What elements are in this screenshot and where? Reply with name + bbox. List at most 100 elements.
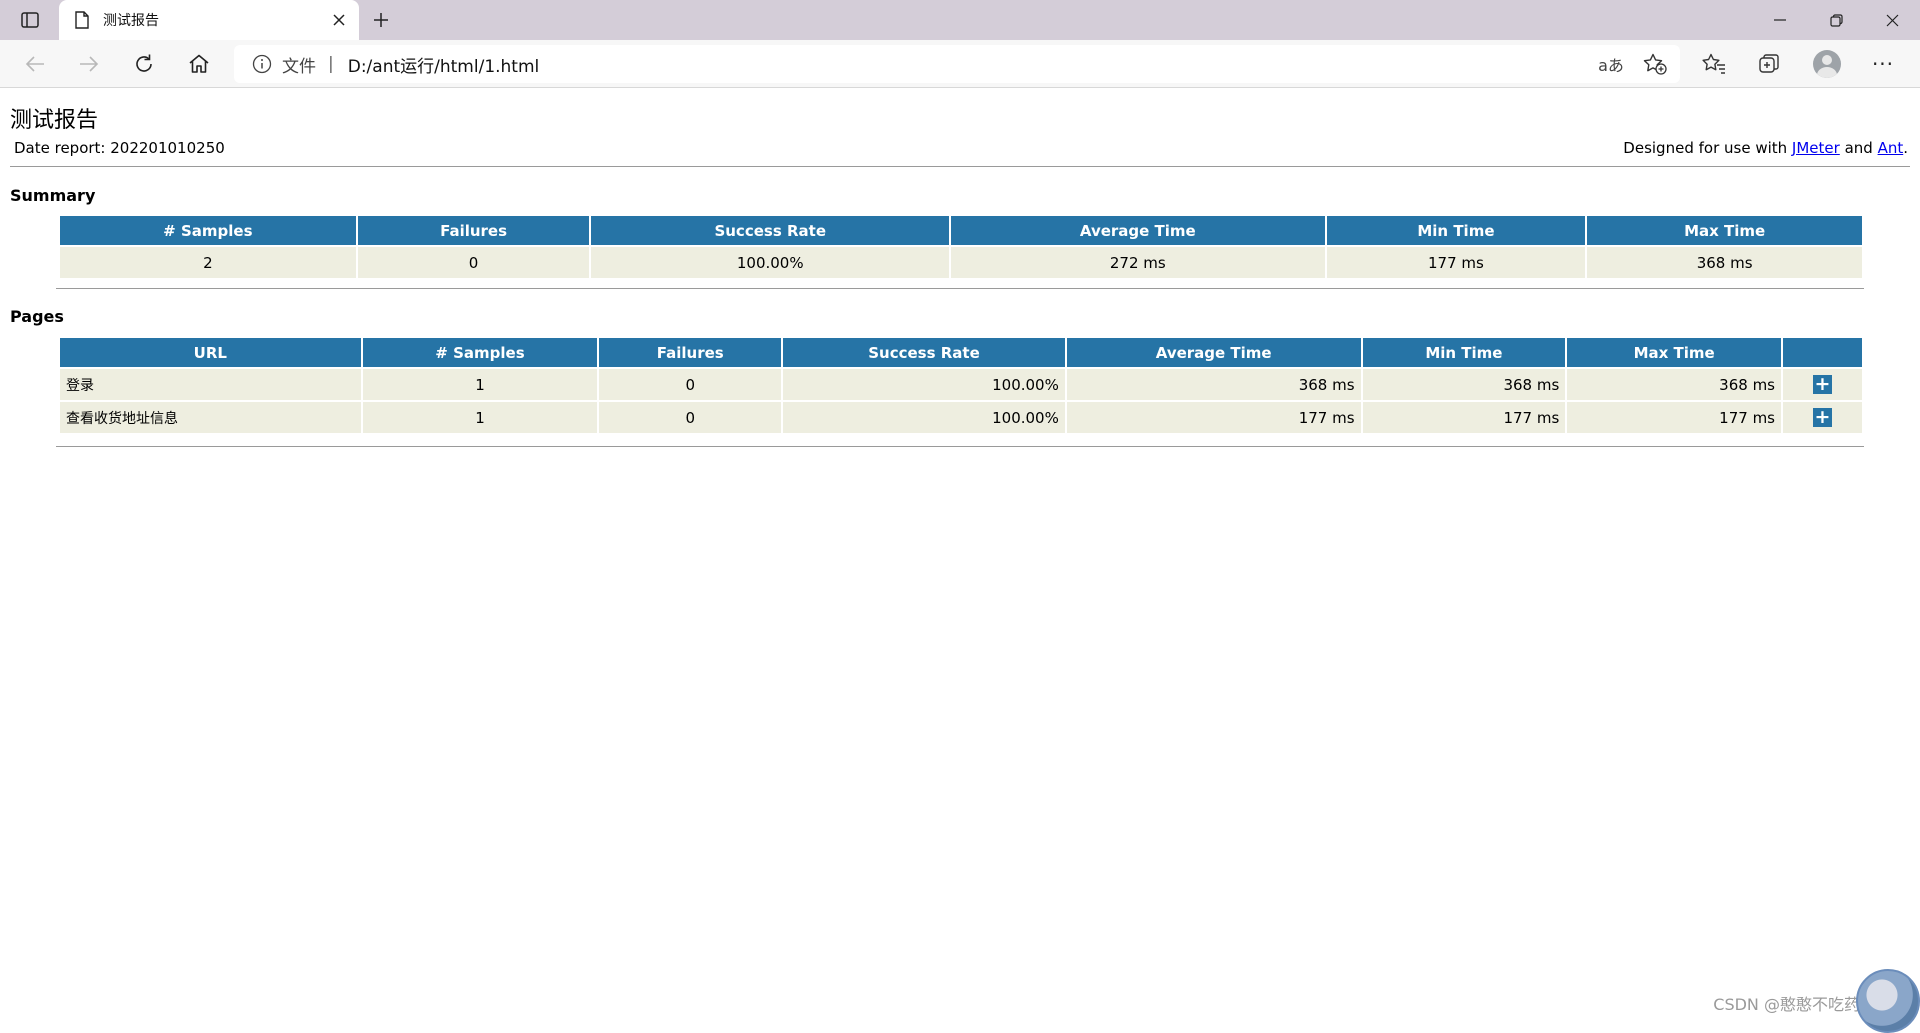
minimize-icon [1774, 19, 1786, 21]
table-cell: 368 ms [1565, 367, 1783, 402]
new-tab-button[interactable] [367, 6, 395, 34]
address-bar[interactable]: 文件 | D:/ant运行/html/1.html aあ [234, 45, 1680, 83]
table-cell: 177 ms [1360, 400, 1568, 435]
tab-actions-button[interactable] [14, 6, 46, 34]
tab-close-button[interactable] [325, 6, 353, 34]
page-url-cell: 登录 [58, 367, 363, 402]
table-cell: 1 [360, 400, 600, 435]
divider [10, 166, 1910, 167]
read-aloud-icon: aあ [1598, 56, 1624, 75]
close-icon [333, 14, 345, 26]
pages-header-row: URL # Samples Failures Success Rate Aver… [58, 336, 1864, 369]
expand-details-button[interactable]: + [1813, 373, 1832, 395]
table-cell: 177 ms [1324, 245, 1588, 280]
profile-button[interactable] [1810, 48, 1844, 80]
add-favorite-button[interactable] [1638, 49, 1672, 79]
info-icon[interactable] [252, 54, 272, 74]
profile-avatar-icon [1813, 50, 1841, 78]
plus-icon [374, 13, 388, 27]
table-cell: 272 ms [949, 245, 1327, 280]
refresh-icon [136, 54, 152, 72]
column-header: Average Time [1064, 336, 1363, 369]
table-row: 登录 1 0 100.00% 368 ms 368 ms 368 ms + [58, 367, 1864, 402]
more-icon: ··· [1871, 52, 1895, 76]
divider [56, 288, 1864, 289]
forward-button[interactable] [72, 48, 106, 80]
document-icon [73, 10, 91, 30]
tab-actions-icon [21, 12, 39, 28]
divider [56, 446, 1864, 447]
collections-button[interactable] [1752, 48, 1786, 80]
pages-heading: Pages [10, 307, 64, 326]
home-button[interactable] [182, 48, 216, 80]
browser-tab-bar: 测试报告 [0, 0, 1920, 40]
csdn-watermark: CSDN @憨憨不吃药 [1713, 995, 1860, 1014]
summary-table: # Samples Failures Success Rate Average … [58, 214, 1864, 280]
arrow-left-icon [25, 56, 44, 72]
window-minimize-button[interactable] [1752, 0, 1808, 40]
table-row: 2 0 100.00% 272 ms 177 ms 368 ms [58, 245, 1864, 280]
pages-table: URL # Samples Failures Success Rate Aver… [58, 336, 1864, 435]
designed-for-note: Designed for use with JMeter and Ant. [1623, 139, 1908, 157]
table-cell: 368 ms [1585, 245, 1864, 280]
window-restore-button[interactable] [1808, 0, 1864, 40]
browser-navigation-bar: 文件 | D:/ant运行/html/1.html aあ ··· [0, 40, 1920, 88]
watermark-avatar [1856, 969, 1920, 1033]
table-cell: 100.00% [781, 400, 1067, 435]
arrow-right-icon [80, 56, 99, 72]
close-icon [1886, 14, 1898, 26]
address-separator: | [328, 54, 334, 74]
window-close-button[interactable] [1864, 0, 1920, 40]
table-cell: 177 ms [1565, 400, 1783, 435]
page-url-cell: 查看收货地址信息 [58, 400, 363, 435]
table-cell: 0 [355, 245, 592, 280]
table-cell: 0 [597, 400, 784, 435]
collections-icon [1759, 54, 1779, 73]
ant-link[interactable]: Ant [1877, 139, 1904, 157]
designed-prefix: Designed for use with [1623, 139, 1792, 157]
date-report: Date report: 202201010250 [14, 139, 225, 157]
column-header: Failures [597, 336, 784, 369]
column-header: URL [58, 336, 363, 369]
expand-details-button[interactable]: + [1813, 406, 1832, 428]
page-title: 测试报告 [10, 108, 99, 133]
settings-more-button[interactable]: ··· [1866, 48, 1900, 80]
address-url-text[interactable]: D:/ant运行/html/1.html [347, 56, 540, 77]
table-cell: 368 ms [1064, 367, 1363, 402]
table-cell: 368 ms [1360, 367, 1568, 402]
jmeter-link[interactable]: JMeter [1791, 139, 1840, 157]
favorites-button[interactable] [1697, 48, 1731, 80]
read-aloud-button[interactable]: aあ [1594, 49, 1628, 79]
column-header: Min Time [1324, 214, 1588, 247]
table-cell: 1 [360, 367, 600, 402]
table-cell: 177 ms [1064, 400, 1363, 435]
star-plus-icon [1643, 53, 1667, 75]
column-header: Average Time [949, 214, 1327, 247]
table-cell: 100.00% [781, 367, 1067, 402]
column-header: Min Time [1360, 336, 1568, 369]
table-row: 查看收货地址信息 1 0 100.00% 177 ms 177 ms 177 m… [58, 400, 1864, 435]
restore-icon [1829, 13, 1843, 27]
column-header: Max Time [1585, 214, 1864, 247]
browser-tab-active[interactable]: 测试报告 [59, 0, 359, 40]
expand-cell: + [1781, 400, 1864, 435]
reload-button[interactable] [127, 48, 161, 80]
column-header: # Samples [360, 336, 600, 369]
expand-cell: + [1781, 367, 1864, 402]
tab-title: 测试报告 [103, 13, 159, 29]
designed-suffix: . [1903, 139, 1908, 157]
back-button[interactable] [18, 48, 52, 80]
column-header: Success Rate [589, 214, 952, 247]
summary-header-row: # Samples Failures Success Rate Average … [58, 214, 1864, 247]
column-header [1781, 336, 1864, 369]
column-header: # Samples [58, 214, 358, 247]
table-cell: 2 [58, 245, 358, 280]
column-header: Failures [355, 214, 592, 247]
designed-and: and [1839, 139, 1878, 157]
favorites-icon [1702, 53, 1725, 74]
home-icon [189, 54, 209, 73]
column-header: Max Time [1565, 336, 1783, 369]
address-scheme-label: 文件 [282, 56, 316, 77]
column-header: Success Rate [781, 336, 1067, 369]
summary-heading: Summary [10, 186, 96, 205]
